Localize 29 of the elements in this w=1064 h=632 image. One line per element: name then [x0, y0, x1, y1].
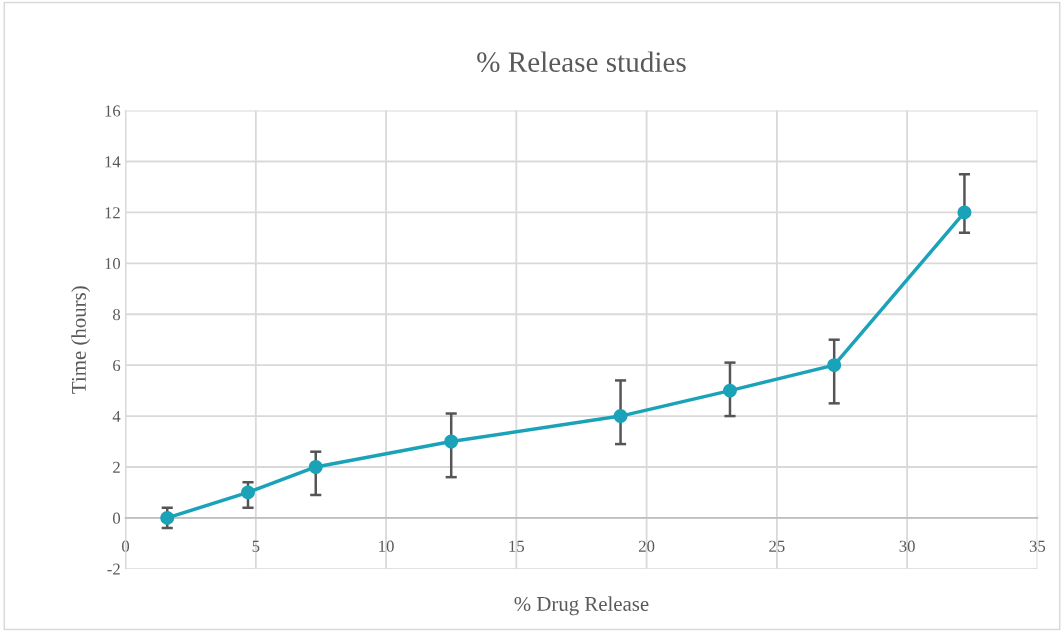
x-tick-label: 5	[252, 540, 260, 552]
point	[308, 460, 323, 474]
point	[827, 358, 842, 373]
x-axis-title: % Drug Release	[514, 596, 649, 616]
y-tick-label: 14	[105, 156, 121, 168]
y-tick-label: 2	[113, 461, 120, 473]
y-tick-label: 12	[105, 207, 120, 219]
y-tick-label: 0	[112, 512, 121, 524]
point	[160, 510, 175, 525]
y-tick-label: -2	[107, 563, 120, 575]
point	[957, 205, 972, 220]
point	[444, 434, 459, 449]
x-tick-label: 0	[122, 540, 130, 552]
point	[241, 485, 255, 500]
x-tick-label: 20	[639, 540, 655, 552]
chart-title: % Release studies	[477, 51, 686, 73]
y-tick-label: 6	[113, 359, 121, 372]
y-tick-label: 16	[105, 105, 121, 117]
x-tick-label: 15	[509, 540, 525, 552]
y-tick-label: 4	[112, 410, 121, 422]
x-tick-label: 25	[769, 540, 785, 552]
y-axis-title: Time (hours)	[71, 286, 91, 394]
y-tick-label: 8	[112, 308, 121, 321]
x-tick-label: 10	[379, 540, 394, 552]
point	[723, 383, 737, 398]
x-tick-label: 30	[899, 540, 915, 552]
y-tick-label: 10	[105, 258, 121, 270]
point	[613, 409, 628, 424]
x-tick-label: 35	[1029, 540, 1046, 552]
